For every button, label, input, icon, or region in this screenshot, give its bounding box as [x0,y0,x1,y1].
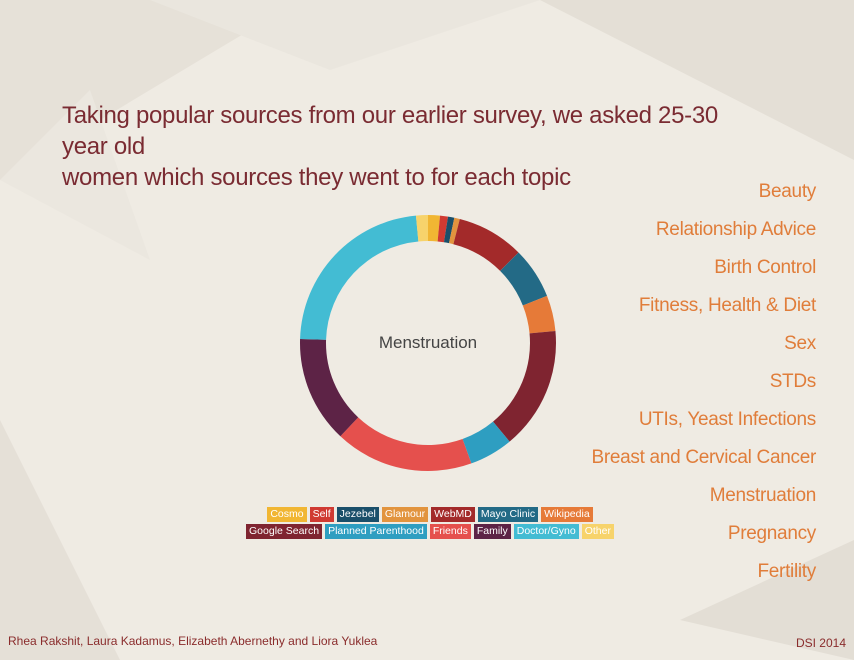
legend-item-glamour[interactable]: Glamour [381,507,429,522]
donut-chart-svg [300,215,556,471]
donut-slice-wikipedia[interactable] [522,295,556,334]
donut-slice-doctor-gyno[interactable] [300,215,419,340]
topic-stds[interactable]: STDs [769,371,817,392]
topic-list: Beauty Relationship Advice Birth Control… [556,178,816,596]
donut-slice-glamour[interactable] [448,217,460,245]
donut-slice-other[interactable] [415,215,428,242]
legend-item-friends[interactable]: Friends [429,524,471,539]
legend-item-planned-parenthood[interactable]: Planned Parenthood [325,524,427,539]
topic-menstruation[interactable]: Menstruation [709,485,817,506]
donut-slice-jezebel[interactable] [443,216,455,244]
legend-row: Google Search Planned Parenthood Friends Fa… [246,524,614,539]
topic-beauty[interactable]: Beauty [758,181,817,202]
legend-item-other[interactable]: Other [581,524,614,539]
topic-sex[interactable]: Sex [784,333,816,354]
topic-fertility[interactable]: Fertility [757,561,816,582]
footer-authors: Rhea Rakshit, Laura Kadamus, Elizabeth A… [8,634,378,648]
legend-item-family[interactable]: Family [473,524,511,539]
topic-fitness-health-diet[interactable]: Fitness, Health & Diet [638,295,816,316]
donut-slice-self[interactable] [437,215,449,243]
topic-breast-cervical-cancer[interactable]: Breast and Cervical Cancer [591,447,816,468]
donut-center-label: Menstruation [378,333,478,352]
legend-item-jezebel[interactable]: Jezebel [336,507,379,522]
topic-birth-control[interactable]: Birth Control [714,257,816,278]
donut-slice-friends[interactable] [340,417,472,471]
legend-row: Cosmo Self Jezebel Glamour WebMD Mayo Clinic W… [267,507,593,522]
donut-chart [290,205,566,486]
topic-pregnancy[interactable]: Pregnancy [727,523,816,544]
legend-item-doctor-gyno[interactable]: Doctor/Gyno [513,524,579,539]
legend-item-self[interactable]: Self [309,507,334,522]
footer-event: DSI 2014 [795,636,846,650]
legend-item-wikipedia[interactable]: Wikipedia [541,507,593,522]
donut-slice-cosmo[interactable] [428,215,441,242]
donut-slice-webmd[interactable] [453,219,519,271]
title-line-1: Taking popular sources from our earlier … [62,102,718,160]
legend-item-mayo-clinic[interactable]: Mayo Clinic [477,507,539,522]
topic-relationship-advice[interactable]: Relationship Advice [655,219,816,240]
donut-slice-family[interactable] [300,338,359,437]
legend-item-google-search[interactable]: Google Search [246,524,323,539]
title-line-2: women which sources they went to for eac… [62,164,571,191]
chart-legend: Cosmo Self Jezebel Glamour WebMD Mayo Clinic W… [240,507,620,539]
donut-slice-google-search[interactable] [493,330,556,442]
donut-slice-mayo-clinic[interactable] [500,252,548,306]
donut-slice-planned-parenthood[interactable] [462,421,510,464]
legend-item-webmd[interactable]: WebMD [431,507,475,522]
legend-item-cosmo[interactable]: Cosmo [267,507,307,522]
slide-title: Taking popular sources from our earlier … [62,100,742,193]
topic-utis-yeast-infections[interactable]: UTIs, Yeast Infections [638,409,816,430]
